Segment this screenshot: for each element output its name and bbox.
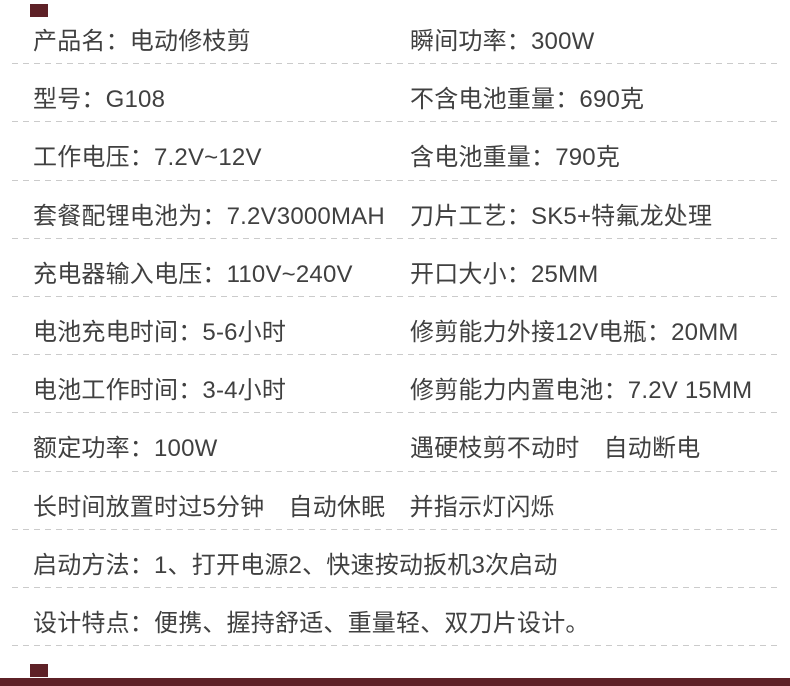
spec-cell: 不含电池重量：690克 bbox=[410, 86, 645, 114]
spec-row: 型号：G108 不含电池重量：690克 bbox=[0, 64, 790, 123]
spec-cell: 型号：G108 bbox=[33, 86, 166, 114]
spec-cell: 电池充电时间：5-6小时 bbox=[33, 319, 287, 347]
spec-cell: 产品名：电动修枝剪 bbox=[33, 28, 251, 56]
section-accent-marker-top bbox=[30, 4, 48, 17]
spec-row: 长时间放置时过5分钟 自动休眠 并指示灯闪烁 bbox=[0, 472, 790, 530]
spec-cell: 额定功率：100W bbox=[33, 435, 218, 463]
spec-cell: 套餐配锂电池为：7.2V3000MAH bbox=[33, 202, 385, 230]
spec-row: 产品名：电动修枝剪 瞬间功率：300W bbox=[0, 6, 790, 65]
spec-cell: 电池工作时间：3-4小时 bbox=[33, 377, 287, 405]
spec-cell: 刀片工艺：SK5+特氟龙处理 bbox=[410, 202, 713, 230]
spec-cell: 充电器输入电压：110V~240V bbox=[33, 260, 353, 288]
spec-cell: 含电池重量：790克 bbox=[410, 144, 621, 172]
spec-row: 电池充电时间：5-6小时 修剪能力外接12V电瓶：20MM bbox=[0, 297, 790, 356]
spec-row: 充电器输入电压：110V~240V 开口大小：25MM bbox=[0, 239, 790, 298]
section-accent-marker-bottom bbox=[30, 664, 48, 677]
spec-row: 工作电压：7.2V~12V 含电池重量：790克 bbox=[0, 122, 790, 181]
spec-row: 额定功率：100W 遇硬枝剪不动时 自动断电 bbox=[0, 413, 790, 472]
spec-cell: 开口大小：25MM bbox=[410, 260, 599, 288]
bottom-accent-bar bbox=[0, 678, 790, 686]
spec-cell: 修剪能力内置电池：7.2V 15MM bbox=[410, 377, 753, 405]
spec-cell: 工作电压：7.2V~12V bbox=[33, 144, 262, 172]
spec-cell: 长时间放置时过5分钟 自动休眠 并指示灯闪烁 bbox=[33, 493, 555, 521]
spec-cell: 设计特点：便携、握持舒适、重量轻、双刀片设计。 bbox=[33, 609, 590, 637]
spec-cell: 启动方法：1、打开电源2、快速按动扳机3次启动 bbox=[33, 551, 558, 579]
spec-row: 设计特点：便携、握持舒适、重量轻、双刀片设计。 bbox=[0, 588, 790, 647]
spec-row: 启动方法：1、打开电源2、快速按动扳机3次启动 bbox=[0, 530, 790, 589]
spec-cell: 修剪能力外接12V电瓶：20MM bbox=[410, 319, 739, 347]
spec-cell: 遇硬枝剪不动时 自动断电 bbox=[410, 435, 701, 463]
spec-row: 套餐配锂电池为：7.2V3000MAH 刀片工艺：SK5+特氟龙处理 bbox=[0, 181, 790, 239]
spec-cell: 瞬间功率：300W bbox=[410, 28, 595, 56]
spec-row: 电池工作时间：3-4小时 修剪能力内置电池：7.2V 15MM bbox=[0, 355, 790, 414]
spec-table: 产品名：电动修枝剪 瞬间功率：300W 型号：G108 不含电池重量：690克 … bbox=[0, 6, 790, 647]
